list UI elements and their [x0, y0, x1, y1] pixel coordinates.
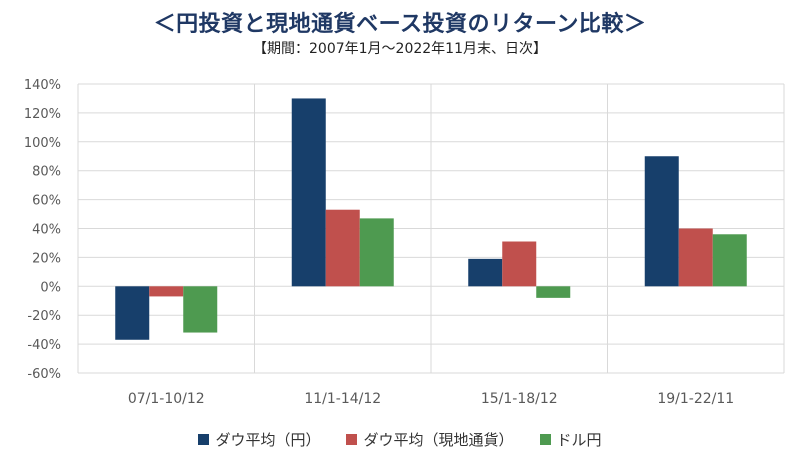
- legend-swatch-usdjpy: [539, 434, 551, 445]
- bar-yen: [291, 98, 326, 287]
- legend-label-local: ダウ平均（現地通貨）: [363, 431, 514, 449]
- y-tick-label: -40%: [27, 338, 61, 353]
- bar-local: [502, 241, 537, 287]
- y-tick-label: 120%: [24, 107, 61, 122]
- bar-yen: [115, 286, 150, 340]
- y-tick-label: 20%: [32, 251, 61, 266]
- legend-item-usdjpy: ドル円: [539, 429, 602, 450]
- x-category-label: 19/1-22/11: [657, 391, 734, 407]
- legend-item-local: ダウ平均（現地通貨）: [346, 429, 514, 450]
- y-tick-label: -60%: [27, 367, 61, 382]
- bar-chart: 140% 120% 100% 80% 60% 40% 20% 0% -20% -40% -60% 07…: [24, 78, 785, 407]
- bar-local: [149, 286, 184, 297]
- chart-title: ＜円投資と現地通貨ベース投資のリターン比較＞: [153, 12, 647, 37]
- bar-yen: [644, 156, 679, 287]
- y-tick-label: 140%: [24, 78, 61, 93]
- bar-local: [325, 209, 360, 287]
- legend-label-usdjpy: ドル円: [556, 431, 602, 449]
- bar-usdjpy: [183, 286, 218, 333]
- bar-local: [678, 228, 713, 287]
- bar-usdjpy: [536, 286, 571, 298]
- y-tick-label: 80%: [32, 165, 61, 180]
- y-tick-label: -20%: [27, 309, 61, 324]
- legend-swatch-yen: [198, 434, 210, 445]
- legend: ダウ平均（円） ダウ平均（現地通貨） ドル円: [0, 429, 800, 450]
- bar-usdjpy: [712, 234, 747, 287]
- x-category-label: 11/1-14/12: [304, 391, 381, 407]
- x-category-label: 07/1-10/12: [128, 391, 205, 407]
- y-tick-label: 40%: [32, 223, 61, 238]
- legend-item-yen: ダウ平均（円）: [198, 429, 320, 450]
- chart-subtitle: 【期間：2007年1月～2022年11月末、日次】: [253, 41, 547, 57]
- legend-label-yen: ダウ平均（円）: [215, 431, 321, 449]
- y-tick-label: 0%: [40, 280, 61, 295]
- legend-swatch-local: [346, 434, 358, 445]
- x-category-label: 15/1-18/12: [481, 391, 558, 407]
- bar-usdjpy: [359, 218, 394, 287]
- bar-yen: [468, 258, 503, 287]
- y-tick-label: 100%: [24, 136, 61, 151]
- y-tick-label: 60%: [32, 194, 61, 209]
